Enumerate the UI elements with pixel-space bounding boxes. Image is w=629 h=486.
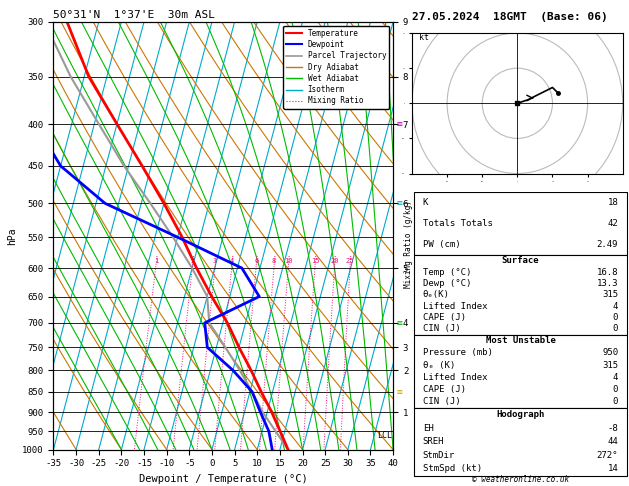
Text: 315: 315	[602, 361, 618, 370]
Text: θₑ (K): θₑ (K)	[423, 361, 455, 370]
Text: 25: 25	[346, 258, 354, 264]
Text: Mixing Ratio (g/kg): Mixing Ratio (g/kg)	[404, 200, 413, 288]
Bar	[414, 192, 627, 255]
Text: 4: 4	[230, 258, 234, 264]
Text: 3: 3	[213, 258, 217, 264]
Text: 10: 10	[284, 258, 292, 264]
Text: 315: 315	[602, 290, 618, 299]
Text: 950: 950	[602, 348, 618, 357]
Text: ≡: ≡	[396, 318, 402, 328]
Legend: Temperature, Dewpoint, Parcel Trajectory, Dry Adiabat, Wet Adiabat, Isotherm, Mi: Temperature, Dewpoint, Parcel Trajectory…	[283, 26, 389, 108]
Text: 0: 0	[613, 313, 618, 322]
Text: -8: -8	[608, 424, 618, 433]
Text: StmDir: StmDir	[423, 451, 455, 460]
Text: SREH: SREH	[423, 437, 444, 447]
Y-axis label: km
ASL: km ASL	[416, 236, 434, 257]
Text: 272°: 272°	[597, 451, 618, 460]
Text: CAPE (J): CAPE (J)	[423, 385, 466, 394]
Bar	[414, 255, 627, 334]
Text: Surface: Surface	[502, 256, 539, 265]
Text: 1: 1	[153, 258, 158, 264]
Text: 2: 2	[191, 258, 194, 264]
Text: 4: 4	[613, 302, 618, 311]
Text: K: K	[423, 198, 428, 207]
Text: ≡: ≡	[396, 119, 402, 129]
Text: 6: 6	[254, 258, 259, 264]
Text: CIN (J): CIN (J)	[423, 398, 460, 406]
Text: 14: 14	[608, 465, 618, 473]
Text: 0: 0	[613, 398, 618, 406]
Text: 4: 4	[613, 373, 618, 382]
Text: Lifted Index: Lifted Index	[423, 373, 487, 382]
Text: 50°31'N  1°37'E  30m ASL: 50°31'N 1°37'E 30m ASL	[53, 10, 216, 20]
Y-axis label: hPa: hPa	[7, 227, 17, 244]
Text: Lifted Index: Lifted Index	[423, 302, 487, 311]
Text: 42: 42	[608, 219, 618, 228]
Text: ≡: ≡	[396, 198, 402, 208]
Text: Totals Totals: Totals Totals	[423, 219, 493, 228]
Text: EH: EH	[423, 424, 433, 433]
Text: kt: kt	[419, 33, 429, 42]
Text: Pressure (mb): Pressure (mb)	[423, 348, 493, 357]
Bar	[414, 408, 627, 476]
Text: 44: 44	[608, 437, 618, 447]
Text: 16.8: 16.8	[597, 268, 618, 277]
Text: CAPE (J): CAPE (J)	[423, 313, 466, 322]
Text: 2.49: 2.49	[597, 240, 618, 249]
Text: Dewp (°C): Dewp (°C)	[423, 279, 471, 288]
Text: 15: 15	[311, 258, 320, 264]
Text: 27.05.2024  18GMT  (Base: 06): 27.05.2024 18GMT (Base: 06)	[412, 12, 608, 22]
X-axis label: Dewpoint / Temperature (°C): Dewpoint / Temperature (°C)	[139, 474, 308, 484]
Text: Hodograph: Hodograph	[496, 410, 545, 419]
Text: Temp (°C): Temp (°C)	[423, 268, 471, 277]
Text: 0: 0	[613, 385, 618, 394]
Text: CIN (J): CIN (J)	[423, 324, 460, 333]
Text: © weatheronline.co.uk: © weatheronline.co.uk	[472, 475, 569, 484]
Bar	[414, 334, 627, 408]
Text: 0: 0	[613, 324, 618, 333]
Text: 8: 8	[272, 258, 276, 264]
Text: ≡: ≡	[396, 387, 402, 397]
Text: Most Unstable: Most Unstable	[486, 336, 555, 345]
Text: LCL: LCL	[377, 431, 392, 439]
Text: PW (cm): PW (cm)	[423, 240, 460, 249]
Text: 13.3: 13.3	[597, 279, 618, 288]
Text: 18: 18	[608, 198, 618, 207]
Text: StmSpd (kt): StmSpd (kt)	[423, 465, 482, 473]
Text: 20: 20	[330, 258, 339, 264]
Text: θₑ(K): θₑ(K)	[423, 290, 450, 299]
